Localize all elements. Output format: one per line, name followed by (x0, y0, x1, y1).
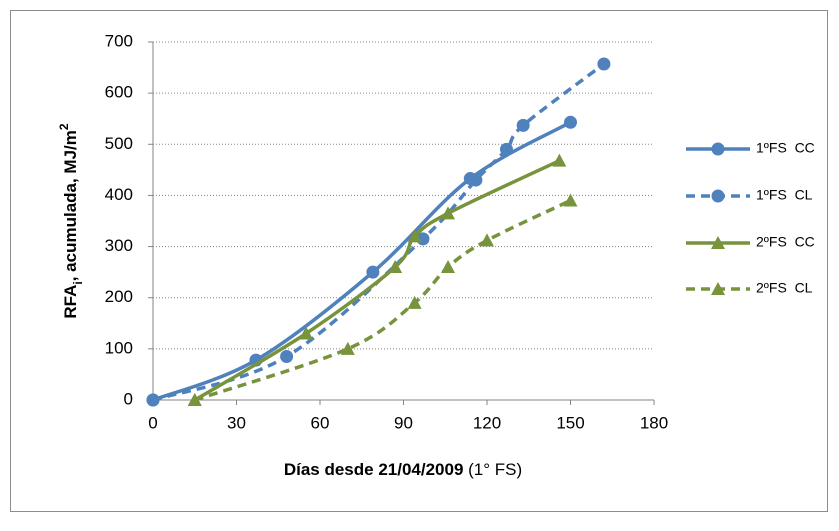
x-tick-label: 90 (394, 413, 413, 432)
x-axis-title: Días desde 21/04/2009 (1° FS) (284, 460, 522, 479)
legend-label: 2ºFS CL (756, 280, 813, 296)
legend-marker (711, 236, 725, 249)
marker (441, 206, 456, 220)
marker (146, 393, 160, 407)
y-tick-label: 100 (105, 338, 133, 357)
marker (299, 326, 314, 340)
y-title-sup: 2 (57, 123, 71, 130)
y-title-rest: , acumulada, MJ/m (61, 130, 80, 281)
marker (388, 260, 403, 274)
x-title-normal: (1° FS) (468, 460, 522, 479)
y-tick-label: 200 (105, 287, 133, 306)
legend-marker (711, 282, 725, 295)
legend-marker (711, 189, 725, 203)
marker (564, 115, 577, 129)
y-tick-label: 300 (105, 236, 133, 255)
y-tick-label: 500 (105, 134, 133, 153)
marker (340, 341, 355, 355)
y-title-sub: i (71, 281, 85, 284)
x-tick-label: 0 (148, 413, 157, 432)
x-tick-label: 30 (227, 413, 246, 432)
y-tick-label: 0 (124, 389, 133, 408)
marker (563, 193, 578, 207)
y-tick-label: 700 (105, 31, 133, 50)
legend-marker (711, 142, 725, 156)
x-title-bold: Días desde 21/04/2009 (284, 460, 464, 479)
y-axis-title: RFAi, acumulada, MJ/m2 (57, 123, 85, 319)
marker (499, 142, 513, 156)
x-tick-label: 120 (473, 413, 501, 432)
chart-border (10, 10, 828, 512)
x-tick-label: 150 (556, 413, 584, 432)
series-line (193, 159, 561, 402)
marker (441, 260, 456, 274)
marker (469, 173, 483, 187)
marker (407, 295, 422, 309)
marker (552, 153, 567, 167)
y-title-main: RFA (61, 285, 80, 319)
marker (187, 393, 202, 406)
marker (366, 265, 380, 279)
marker (480, 233, 494, 247)
series-line (194, 198, 572, 402)
legend-label: 2ºFS CC (756, 234, 815, 250)
x-tick-label: 180 (640, 413, 668, 432)
marker (516, 118, 530, 132)
legend-label: 1ºFS CL (756, 187, 813, 203)
y-tick-label: 600 (105, 83, 133, 102)
legend-label: 1ºFS CC (756, 140, 815, 156)
marker (407, 229, 422, 243)
marker (597, 57, 611, 71)
x-tick-label: 60 (311, 413, 330, 432)
y-tick-label: 400 (105, 185, 133, 204)
marker (280, 350, 294, 364)
